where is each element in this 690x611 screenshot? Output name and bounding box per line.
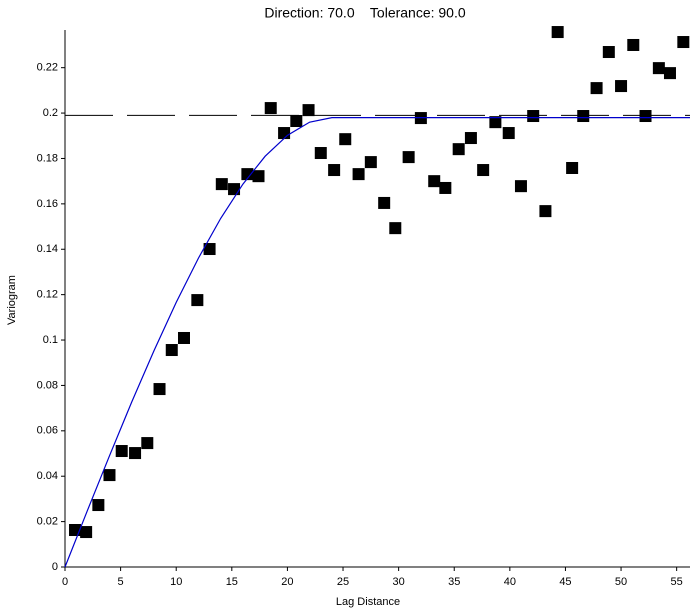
point [489, 116, 502, 129]
chart-title: Direction: 70.0 Tolerance: 90.0 [264, 5, 466, 21]
y-tick-label: 0.14 [37, 243, 58, 255]
x-tick-label: 50 [615, 576, 627, 588]
point [129, 447, 142, 460]
point [302, 104, 315, 117]
point [652, 62, 665, 75]
point [452, 143, 465, 156]
point [203, 243, 216, 256]
point [177, 331, 190, 344]
x-axis-label: Lag Distance [336, 596, 400, 608]
x-tick-label: 10 [170, 576, 182, 588]
point [514, 180, 527, 193]
point [352, 168, 365, 181]
y-tick-label: 0.1 [43, 334, 58, 346]
point [378, 196, 391, 209]
y-tick-label: 0.04 [37, 470, 58, 482]
point [428, 175, 441, 188]
point [677, 36, 690, 49]
point [602, 46, 615, 59]
point [477, 164, 490, 177]
point [663, 67, 676, 80]
y-tick-label: 0.2 [43, 107, 58, 119]
point [278, 127, 291, 140]
x-tick-label: 55 [671, 576, 683, 588]
point [165, 344, 178, 357]
y-tick-label: 0.22 [37, 62, 58, 74]
point [402, 151, 415, 164]
point [577, 110, 590, 123]
point [439, 181, 452, 194]
x-tick-label: 30 [393, 576, 405, 588]
point [615, 80, 628, 93]
point [639, 110, 652, 123]
point [627, 38, 640, 51]
point [539, 205, 552, 218]
y-tick-label: 0.12 [37, 289, 58, 301]
point [92, 499, 105, 512]
point [464, 132, 477, 145]
point [80, 526, 93, 539]
x-tick-label: 40 [504, 576, 516, 588]
point [290, 115, 303, 128]
point [228, 183, 241, 196]
y-tick-label: 0.16 [37, 198, 58, 210]
y-tick-label: 0.06 [37, 425, 58, 437]
x-tick-label: 15 [226, 576, 238, 588]
point [527, 110, 540, 123]
point [103, 469, 116, 482]
point [551, 26, 564, 39]
point [215, 178, 228, 191]
point [339, 133, 352, 146]
y-tick-label: 0.02 [37, 516, 58, 528]
point [115, 445, 128, 458]
point [364, 156, 377, 169]
point [590, 82, 603, 95]
x-tick-label: 5 [118, 576, 124, 588]
point [141, 437, 154, 450]
point [314, 147, 327, 160]
point [566, 161, 579, 174]
point [153, 383, 166, 396]
y-axis-label: Variogram [6, 275, 18, 325]
point [252, 170, 265, 183]
x-tick-label: 0 [62, 576, 68, 588]
x-tick-label: 20 [281, 576, 293, 588]
x-tick-label: 45 [559, 576, 571, 588]
y-tick-label: 0.08 [37, 379, 58, 391]
x-tick-label: 35 [448, 576, 460, 588]
x-tick-label: 25 [337, 576, 349, 588]
point [389, 222, 402, 235]
point [264, 102, 277, 115]
y-tick-label: 0.18 [37, 152, 58, 164]
model-line [64, 117, 690, 568]
point [328, 164, 341, 177]
point [502, 127, 515, 140]
y-tick-label: 0 [52, 561, 58, 573]
point [241, 168, 254, 181]
point [191, 294, 204, 307]
